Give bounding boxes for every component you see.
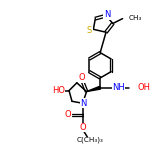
Text: N: N [104, 10, 110, 19]
Text: NH: NH [112, 83, 125, 92]
Text: O: O [79, 123, 86, 132]
Text: HO: HO [52, 86, 65, 95]
Text: O: O [65, 110, 71, 119]
Text: OH: OH [137, 83, 150, 92]
Text: O: O [78, 73, 85, 82]
Text: S: S [87, 26, 92, 35]
Polygon shape [87, 86, 101, 92]
Text: CH₃: CH₃ [128, 15, 142, 21]
Text: N: N [80, 99, 87, 108]
Text: C(CH₃)₃: C(CH₃)₃ [77, 137, 104, 143]
